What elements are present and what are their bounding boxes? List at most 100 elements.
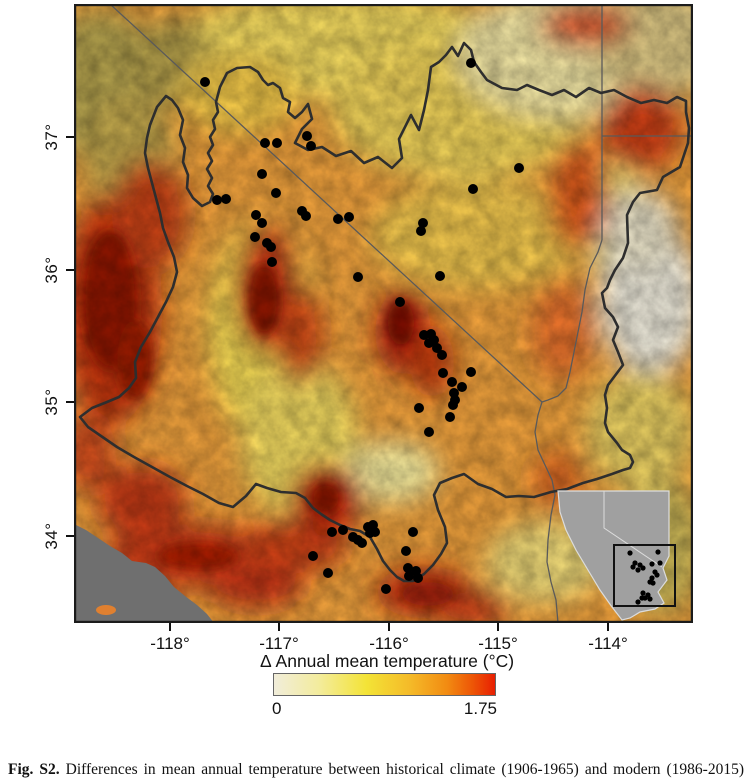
y-tick	[66, 535, 74, 537]
site-dot	[260, 138, 270, 148]
site-dot	[447, 377, 457, 387]
site-dot	[271, 188, 281, 198]
inset-site-dot	[639, 595, 645, 601]
site-dot	[323, 568, 333, 578]
colorbar-title: Δ Annual mean temperature (°C)	[259, 651, 515, 671]
inset-site-dot	[630, 564, 636, 570]
site-dot	[404, 571, 414, 581]
mojave-ecoregion-boundary	[78, 41, 691, 583]
figure-caption: Fig. S2. Differences in mean annual temp…	[8, 760, 744, 782]
site-dot	[272, 138, 282, 148]
coastal-gray-region	[74, 524, 214, 623]
site-dot	[365, 528, 375, 538]
site-dot	[514, 163, 524, 173]
site-dot	[457, 382, 467, 392]
site-dot	[301, 211, 311, 221]
site-dot	[468, 184, 478, 194]
site-dot	[333, 214, 343, 224]
inset-site-dot	[632, 560, 638, 566]
site-dot	[403, 563, 413, 573]
inset-site-dot	[657, 560, 663, 566]
colorbar-gradient	[273, 673, 496, 696]
y-tick	[66, 136, 74, 138]
x-tick-label: -116°	[369, 634, 409, 653]
y-tick	[66, 269, 74, 271]
site-dot	[438, 368, 448, 378]
inset-locator-map	[557, 490, 676, 621]
colorado-river-line	[534, 239, 603, 623]
x-tick	[497, 623, 499, 631]
y-tick-label: 34°	[42, 522, 61, 550]
inset-site-dot	[655, 549, 661, 555]
site-dot	[200, 77, 210, 87]
x-tick	[169, 623, 171, 631]
site-dot	[327, 527, 337, 537]
site-dot	[414, 403, 424, 413]
site-dot	[448, 400, 458, 410]
x-tick-label: -114°	[588, 634, 628, 653]
sample-site-dots	[200, 58, 524, 594]
x-tick-label: -117°	[259, 634, 299, 653]
site-dot	[418, 218, 428, 228]
site-dot	[381, 584, 391, 594]
coast-land-patch	[96, 605, 116, 615]
site-dot	[437, 350, 447, 360]
site-dot	[338, 525, 348, 535]
site-dot	[357, 538, 367, 548]
site-dot	[344, 212, 354, 222]
inset-ca-nv-divider	[603, 491, 663, 568]
colorbar-min-label: 0	[272, 699, 282, 718]
state-border-lines	[109, 4, 693, 623]
site-dot	[445, 412, 455, 422]
site-dot	[424, 427, 434, 437]
site-dot	[432, 343, 442, 353]
ca-nv-border-line	[109, 4, 543, 403]
x-tick-label: -118°	[150, 634, 190, 653]
map-border	[74, 4, 693, 623]
site-dot	[395, 297, 405, 307]
ecoregion-boundary-path	[78, 41, 691, 583]
y-tick-label: 36°	[42, 256, 61, 284]
inset-site-dot	[647, 596, 653, 602]
inset-study-area-box	[613, 544, 676, 607]
site-dot	[251, 210, 261, 220]
site-dot	[353, 272, 363, 282]
site-dot	[416, 226, 426, 236]
site-dot	[221, 194, 231, 204]
x-tick	[607, 623, 609, 631]
site-dot	[466, 58, 476, 68]
site-dot	[257, 218, 267, 228]
site-dot	[250, 232, 260, 242]
y-tick-label: 37°	[42, 123, 61, 151]
inset-site-dot	[627, 550, 633, 556]
map	[74, 4, 693, 623]
inset-site-dot	[649, 575, 655, 581]
map-frame-border	[74, 4, 693, 623]
site-dot	[212, 195, 222, 205]
site-dot	[408, 527, 418, 537]
colorbar-max-label: 1.75	[463, 699, 497, 718]
caption-label: Fig. S2.	[8, 760, 60, 778]
inset-site-dot	[640, 565, 646, 571]
inset-site-dot	[635, 567, 641, 573]
site-dot	[435, 271, 445, 281]
inset-site-dot	[640, 590, 646, 596]
y-tick	[66, 401, 74, 403]
inset-site-dot	[654, 572, 660, 578]
site-dot	[302, 131, 312, 141]
coast-gray-polygon	[74, 524, 214, 623]
x-tick	[388, 623, 390, 631]
site-dot	[466, 367, 476, 377]
site-dot	[257, 169, 267, 179]
site-dot	[267, 257, 277, 267]
y-tick-label: 35°	[42, 388, 61, 416]
caption-text: Differences in mean annual temperature b…	[8, 760, 744, 782]
x-tick-label: -115°	[478, 634, 518, 653]
inset-site-dot	[635, 599, 641, 605]
site-dot	[401, 546, 411, 556]
inset-site-dot	[647, 579, 653, 585]
x-tick	[278, 623, 280, 631]
site-dot	[308, 551, 318, 561]
site-dot	[413, 573, 423, 583]
